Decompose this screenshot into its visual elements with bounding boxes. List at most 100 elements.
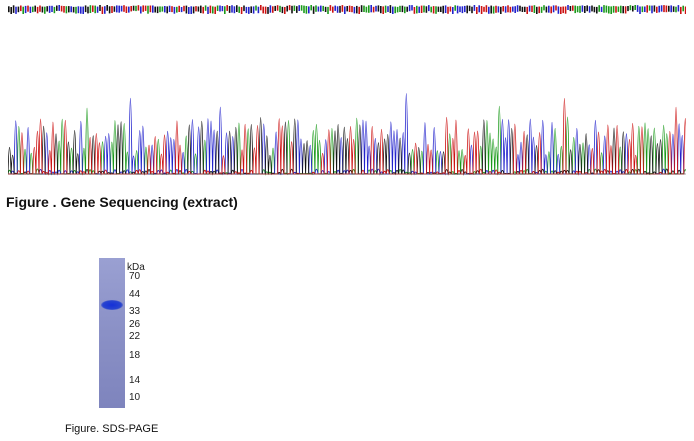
- marker-label-33: 33: [129, 306, 141, 317]
- base-call-mark: [315, 5, 317, 12]
- marker-label-10: 10: [129, 392, 141, 403]
- base-call-mark: [658, 5, 660, 13]
- base-call-mark: [485, 5, 488, 13]
- base-call-mark: [142, 5, 144, 12]
- base-call-mark: [197, 6, 200, 12]
- base-call-mark: [468, 5, 471, 12]
- base-call-mark: [548, 5, 550, 13]
- base-call-mark: [425, 6, 428, 13]
- base-call-mark: [356, 5, 358, 14]
- base-call-mark: [144, 5, 147, 11]
- base-call-mark: [149, 5, 152, 13]
- base-call-mark: [629, 5, 632, 11]
- base-call-mark: [581, 5, 584, 12]
- base-call-mark: [639, 6, 641, 14]
- base-call-mark: [452, 7, 454, 14]
- base-call-mark: [68, 6, 70, 13]
- base-call-mark: [214, 6, 216, 14]
- base-call-mark: [312, 6, 315, 14]
- base-call-mark: [221, 6, 224, 12]
- base-call-mark: [478, 5, 480, 13]
- base-call-mark: [538, 6, 540, 14]
- base-call-mark: [382, 6, 384, 14]
- base-call-mark: [627, 6, 629, 12]
- base-call-mark: [154, 6, 156, 13]
- base-call-mark: [476, 7, 478, 14]
- base-call-mark: [48, 5, 51, 13]
- marker-label-14: 14: [129, 375, 141, 386]
- base-call-mark: [665, 5, 668, 13]
- base-call-mark: [296, 6, 298, 13]
- base-call-mark: [77, 6, 80, 14]
- base-call-mark: [29, 6, 32, 13]
- base-call-mark: [375, 5, 377, 12]
- base-call-mark: [680, 6, 682, 14]
- base-call-mark: [473, 5, 476, 11]
- base-call-mark: [207, 6, 209, 14]
- base-call-mark: [173, 6, 176, 14]
- base-call-mark: [564, 6, 567, 14]
- base-call-mark: [404, 6, 406, 14]
- base-call-mark: [624, 6, 627, 14]
- base-call-mark: [274, 5, 276, 11]
- base-call-mark: [284, 7, 286, 14]
- base-call-mark: [32, 6, 34, 13]
- base-call-mark: [329, 5, 332, 11]
- base-call-mark: [377, 5, 380, 12]
- base-call-mark: [12, 5, 15, 13]
- base-call-mark: [327, 6, 329, 14]
- base-call-mark: [519, 5, 521, 12]
- base-call-mark: [593, 6, 596, 13]
- base-call-mark: [358, 6, 360, 14]
- base-call-mark: [192, 6, 195, 14]
- base-call-mark: [456, 5, 459, 14]
- base-call-mark: [521, 6, 524, 12]
- base-call-mark: [58, 5, 60, 11]
- base-call-mark: [524, 6, 526, 12]
- base-call-mark: [281, 6, 284, 14]
- base-call-mark: [303, 5, 305, 14]
- base-call-mark: [41, 6, 44, 13]
- base-call-mark: [291, 5, 293, 14]
- base-call-mark: [20, 5, 22, 12]
- base-call-mark: [300, 5, 303, 11]
- base-call-mark: [670, 5, 672, 13]
- base-call-mark: [466, 5, 468, 14]
- base-call-mark: [322, 5, 324, 12]
- base-call-mark: [334, 5, 336, 11]
- base-call-mark: [228, 6, 231, 13]
- base-call-mark: [461, 6, 464, 14]
- base-call-mark: [164, 6, 166, 13]
- base-call-mark: [579, 5, 581, 13]
- base-call-mark: [87, 6, 89, 14]
- base-call-mark: [586, 5, 588, 12]
- base-call-mark: [483, 6, 485, 12]
- base-call-mark: [684, 6, 686, 14]
- base-call-mark: [185, 5, 188, 14]
- base-call-mark: [89, 5, 92, 13]
- base-call-mark: [147, 5, 149, 14]
- base-call-mark: [608, 6, 610, 14]
- base-call-mark: [308, 6, 310, 14]
- base-call-mark: [113, 6, 116, 12]
- base-call-mark: [641, 6, 644, 13]
- base-call-mark: [531, 5, 533, 12]
- base-call-mark: [305, 6, 308, 14]
- base-call-mark: [152, 5, 154, 13]
- base-call-mark: [286, 5, 288, 12]
- base-call-strip: [8, 5, 686, 14]
- base-call-mark: [22, 6, 24, 14]
- base-call-mark: [495, 5, 497, 13]
- marker-label-18: 18: [129, 350, 141, 361]
- base-call-mark: [245, 6, 248, 14]
- base-call-mark: [514, 6, 516, 13]
- base-call-mark: [80, 6, 82, 14]
- base-call-mark: [651, 5, 653, 14]
- base-call-mark: [60, 5, 63, 12]
- trace-g: [8, 117, 682, 176]
- base-call-mark: [216, 5, 219, 11]
- base-call-mark: [204, 5, 207, 11]
- base-call-mark: [132, 5, 135, 11]
- base-call-mark: [454, 5, 456, 11]
- base-call-mark: [372, 6, 375, 13]
